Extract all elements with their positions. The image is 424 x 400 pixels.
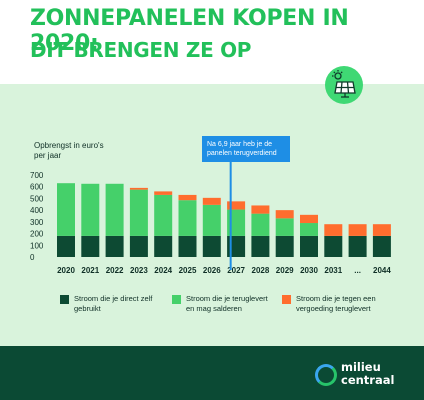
bar-segment-direct xyxy=(129,235,148,257)
legend-label: Stroom die je tegen een vergoeding terug… xyxy=(296,294,376,313)
bar-segment-direct xyxy=(178,235,197,257)
y-tick-label: 400 xyxy=(30,206,44,215)
y-tick-label: 700 xyxy=(30,171,44,180)
bar-segment-direct xyxy=(251,235,270,257)
bar-segment-vergoeding xyxy=(348,224,367,236)
legend-swatch-orange xyxy=(282,295,291,304)
x-tick-label: 2029 xyxy=(276,266,294,275)
y-axis-label: Opbrengst in euro's per jaar xyxy=(34,141,104,160)
x-tick-label: 2020 xyxy=(57,266,75,275)
x-tick-label: 2027 xyxy=(227,266,245,275)
bar-segment-vergoeding xyxy=(202,197,221,205)
x-tick-label: 2023 xyxy=(130,266,148,275)
solar-panel-icon xyxy=(325,66,363,104)
bar-segment-salderen xyxy=(129,189,148,236)
payback-annotation: Na 6,9 jaar heb je de panelen terugverdi… xyxy=(202,136,290,162)
legend-label: Stroom die je direct zelf gebruikt xyxy=(74,294,153,313)
bar-segment-salderen xyxy=(154,194,173,236)
bar-segment-direct xyxy=(202,235,221,257)
logo-line1: milieu xyxy=(341,360,381,374)
bar-segment-direct xyxy=(348,235,367,257)
x-tick-label: 2044 xyxy=(373,266,391,275)
page-subtitle: DIT BRENGEN ZE OP xyxy=(30,38,252,62)
legend-item-salderen: Stroom die je teruglevert en mag saldere… xyxy=(172,294,274,314)
legend-item-direct: Stroom die je direct zelf gebruikt xyxy=(60,294,162,314)
x-tick-label: 2025 xyxy=(179,266,197,275)
bar-segment-salderen xyxy=(275,218,294,236)
y-tick-label: 600 xyxy=(30,183,44,192)
legend-item-vergoeding: Stroom die je tegen een vergoeding terug… xyxy=(282,294,396,314)
y-tick-label: 300 xyxy=(30,218,44,227)
legend-swatch-dark-green xyxy=(60,295,69,304)
bar-segment-vergoeding xyxy=(300,214,318,224)
footer xyxy=(0,346,424,400)
bar-segment-vergoeding xyxy=(251,205,270,214)
bar-segment-salderen xyxy=(178,200,197,236)
x-tick-label: ... xyxy=(354,266,361,275)
bar-segment-salderen xyxy=(57,183,75,236)
bar-segment-salderen xyxy=(81,183,100,236)
y-tick-label: 200 xyxy=(30,230,44,239)
x-tick-label: 2021 xyxy=(81,266,99,275)
bar-segment-vergoeding xyxy=(227,201,246,210)
bar-segment-salderen xyxy=(251,213,270,236)
x-tick-label: 2024 xyxy=(154,266,172,275)
bar-segment-vergoeding xyxy=(129,187,148,190)
bar-segment-direct xyxy=(154,235,173,257)
x-tick-label: 2022 xyxy=(106,266,124,275)
logo-text: milieu centraal xyxy=(341,361,394,387)
bar-segment-salderen xyxy=(300,223,318,236)
y-tick-label: 500 xyxy=(30,194,44,203)
bar-segment-direct xyxy=(275,235,294,257)
logo-line2: centraal xyxy=(341,373,395,387)
bar-segment-direct xyxy=(324,235,343,257)
bar-segment-direct xyxy=(300,235,318,257)
legend-label: Stroom die je teruglevert en mag saldere… xyxy=(186,294,268,313)
page-title: ZONNEPANELEN KOPEN IN 2020: xyxy=(30,6,349,56)
legend-swatch-light-green xyxy=(172,295,181,304)
y-tick-label: 100 xyxy=(30,241,44,250)
x-tick-label: 2028 xyxy=(252,266,270,275)
bar-segment-direct xyxy=(372,235,391,257)
bar-segment-vergoeding xyxy=(154,191,173,195)
x-tick-label: 2030 xyxy=(300,266,318,275)
bar-segment-direct xyxy=(105,235,124,257)
x-tick-label: 2031 xyxy=(324,266,342,275)
x-tick-label: 2026 xyxy=(203,266,221,275)
bar-segment-direct xyxy=(57,235,75,257)
bar-segment-salderen xyxy=(105,183,124,236)
bar-segment-direct xyxy=(81,235,100,257)
bar-segment-vergoeding xyxy=(324,224,343,236)
y-tick-label: 0 xyxy=(30,253,35,262)
bar-segment-vergoeding xyxy=(275,210,294,219)
bar-segment-vergoeding xyxy=(178,194,197,201)
logo-ring-icon xyxy=(315,364,337,386)
bar-segment-vergoeding xyxy=(372,224,391,236)
bar-segment-salderen xyxy=(202,204,221,236)
